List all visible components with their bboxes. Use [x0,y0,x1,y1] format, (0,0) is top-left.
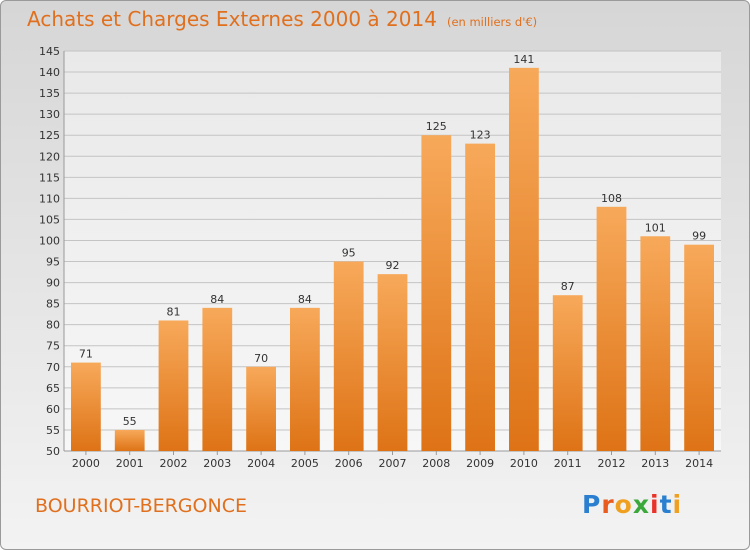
bar-2004 [246,366,276,451]
x-tick-label: 2014 [685,457,713,470]
proxiti-logo: Proxiti [582,490,682,519]
bar-value-label: 99 [692,230,706,243]
y-tick-label: 110 [39,192,60,205]
bar-value-label: 84 [298,293,312,306]
x-tick-label: 2010 [510,457,538,470]
x-tick-label: 2004 [247,457,275,470]
y-tick-label: 70 [46,361,60,374]
y-tick-label: 95 [46,256,60,269]
bar-value-label: 101 [645,221,666,234]
chart-title: Achats et Charges Externes 2000 à 2014 [27,7,437,31]
bar-2010 [509,67,539,451]
bars [71,67,714,452]
logo-letter: P [582,490,602,519]
x-tick-label: 2000 [72,457,100,470]
logo-letter: x [632,490,650,519]
x-tick-label: 2001 [116,457,144,470]
logo-letter: i [650,490,660,519]
logo-letter: i [672,490,683,519]
y-tick-label: 65 [46,382,60,395]
x-tick-label: 2007 [379,457,407,470]
y-tick-label: 140 [39,66,60,79]
bar-value-label: 81 [167,305,181,318]
x-tick-label: 2006 [335,457,363,470]
y-tick-label: 100 [39,234,60,247]
x-tick-label: 2013 [641,457,669,470]
bar-value-label: 141 [513,53,534,66]
bar-value-label: 123 [470,129,491,142]
bar-value-label: 84 [210,293,224,306]
x-tick-label: 2005 [291,457,319,470]
y-tick-label: 85 [46,298,60,311]
y-tick-label: 55 [46,424,60,437]
x-tick-label: 2009 [466,457,494,470]
bar-2013 [640,236,671,451]
y-tick-label: 80 [46,319,60,332]
bar-2009 [465,143,495,451]
bar-2008 [421,135,452,452]
y-tick-label: 125 [39,129,60,142]
bar-2005 [290,307,320,451]
bar-2007 [377,274,408,451]
logo-letter: r [601,490,615,519]
y-tick-label: 120 [39,150,60,163]
bar-2001 [114,429,145,451]
bar-2011 [552,295,583,451]
x-tick-label: 2003 [203,457,231,470]
x-tick-label: 2008 [422,457,450,470]
y-tick-label: 60 [46,403,60,416]
bar-2002 [158,320,189,451]
y-tick-label: 135 [39,87,60,100]
x-axis-ticks: 2000 2001 2002 2003 2004 2005 2006 2007 2008 2009… [72,451,713,470]
bar-value-label: 55 [123,415,137,428]
bar-value-label: 125 [426,120,447,133]
bar-2003 [202,307,233,451]
bar-value-label: 92 [386,259,400,272]
y-tick-label: 105 [39,213,60,226]
bar-2012 [596,206,627,451]
logo-letter: t [659,490,673,519]
bar-value-label: 70 [254,352,268,365]
bar-2000 [71,362,101,451]
y-tick-label: 115 [39,171,60,184]
y-tick-label: 50 [46,445,60,458]
town-name: BOURRIOT-BERGONCE [35,495,247,517]
logo-letter: o [614,490,633,519]
bar-value-label: 87 [561,280,575,293]
bar-value-label: 71 [79,348,93,361]
bar-2014 [684,244,714,451]
bar-labels: 71 55 81 84 70 84 95 92 125 123 141 87 108 101 99 [79,53,706,428]
bar-value-label: 108 [601,192,622,205]
x-tick-label: 2011 [554,457,582,470]
x-tick-label: 2002 [160,457,188,470]
y-tick-label: 75 [46,340,60,353]
bar-value-label: 95 [342,247,356,260]
y-axis-ticks: 50 55 60 65 70 75 80 85 90 95 100 105 110 115 120 125 13… [39,45,60,458]
y-tick-label: 130 [39,108,60,121]
x-tick-label: 2012 [598,457,626,470]
y-tick-label: 90 [46,277,60,290]
y-tick-label: 145 [39,45,60,58]
chart-subtitle: (en milliers d'€) [446,15,538,29]
title-row: Achats et Charges Externes 2000 à 2014 (e… [27,7,537,31]
bar-2006 [333,261,364,451]
